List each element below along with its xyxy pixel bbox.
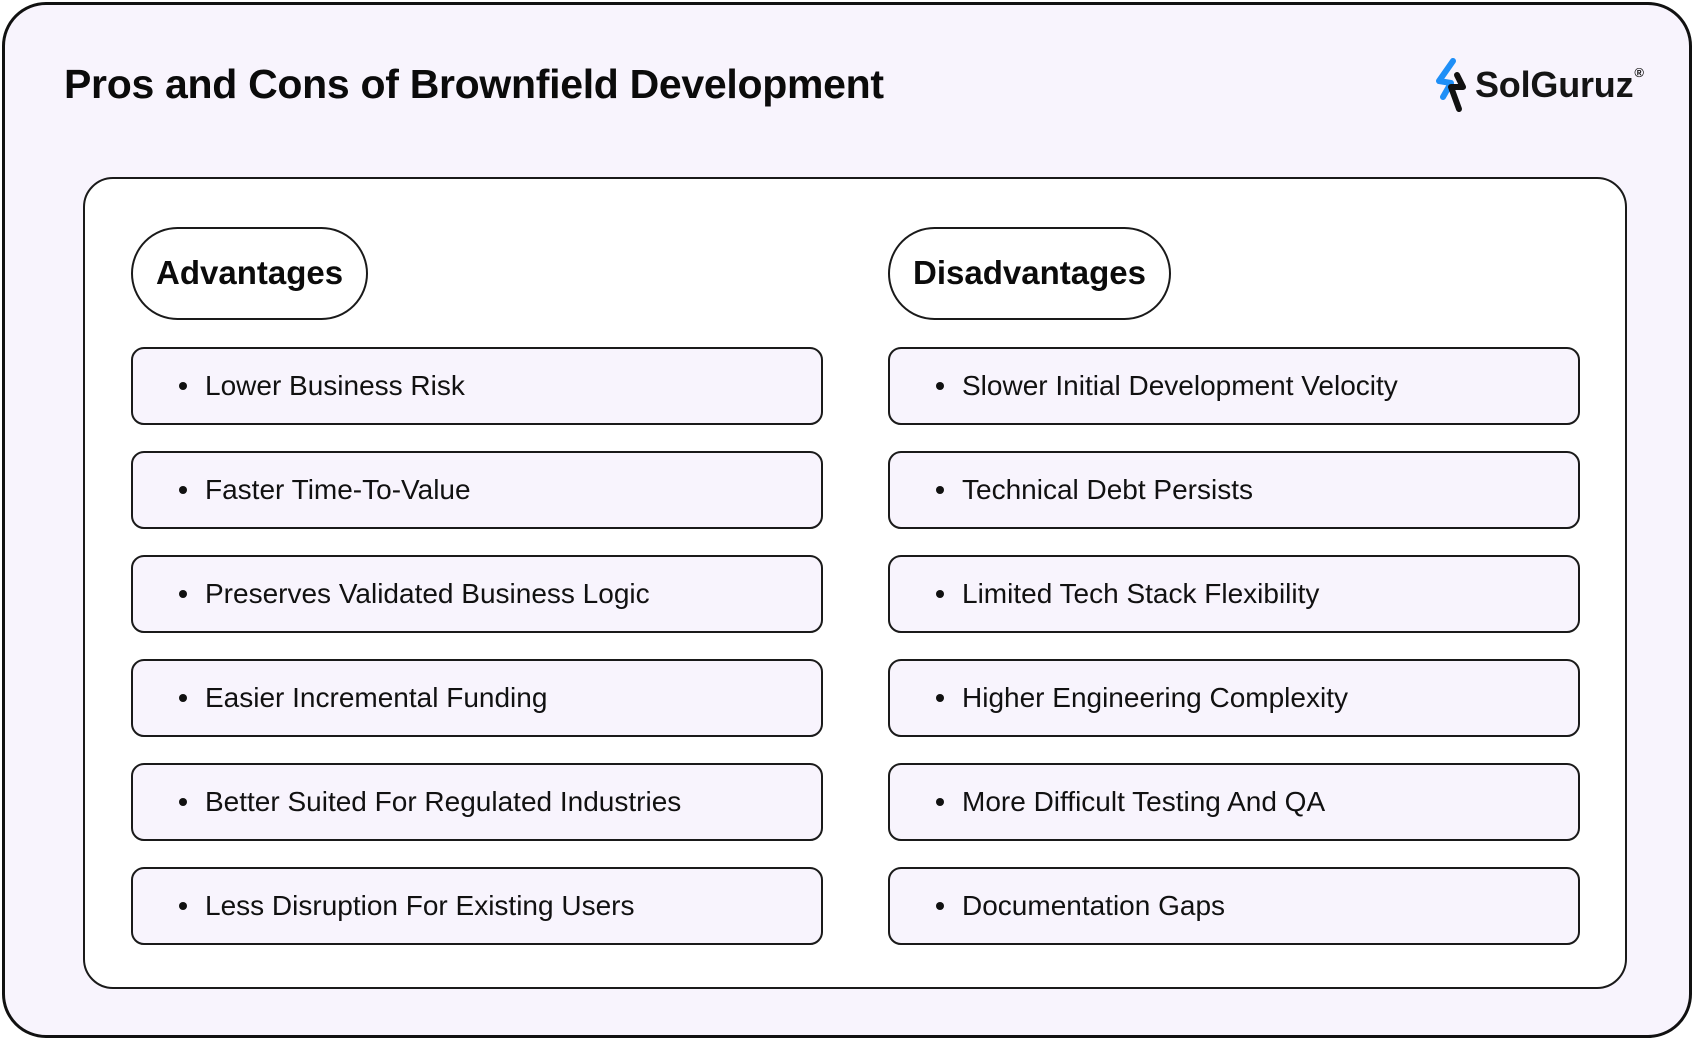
page-title: Pros and Cons of Brownfield Development [64, 61, 884, 107]
disadvantage-label: More Difficult Testing And QA [962, 786, 1326, 817]
disadvantage-item: Higher Engineering Complexity [888, 659, 1580, 737]
disadvantage-label: Higher Engineering Complexity [962, 682, 1348, 713]
disadvantage-label: Slower Initial Development Velocity [962, 370, 1398, 401]
registered-mark: ® [1634, 65, 1644, 80]
advantage-label: Preserves Validated Business Logic [205, 578, 650, 609]
advantage-label: Better Suited For Regulated Industries [205, 786, 682, 817]
disadvantage-item: More Difficult Testing And QA [888, 763, 1580, 841]
bullet-dot [936, 590, 944, 598]
bullet-dot [179, 902, 187, 910]
advantage-label: Faster Time-To-Value [205, 474, 471, 505]
disadvantage-item: Slower Initial Development Velocity [888, 347, 1580, 425]
advantage-item: Lower Business Risk [131, 347, 823, 425]
advantage-label: Less Disruption For Existing Users [205, 890, 635, 921]
advantage-item: Easier Incremental Funding [131, 659, 823, 737]
advantages-column: Advantages Lower Business Risk Faster Ti… [131, 227, 823, 971]
advantage-item: Better Suited For Regulated Industries [131, 763, 823, 841]
advantage-item: Faster Time-To-Value [131, 451, 823, 529]
disadvantage-item: Documentation Gaps [888, 867, 1580, 945]
advantages-list: Lower Business Risk Faster Time-To-Value… [131, 347, 823, 945]
disadvantage-item: Limited Tech Stack Flexibility [888, 555, 1580, 633]
disadvantage-item: Technical Debt Persists [888, 451, 1580, 529]
advantage-label: Easier Incremental Funding [205, 682, 548, 713]
bullet-dot [936, 382, 944, 390]
disadvantage-label: Documentation Gaps [962, 890, 1226, 921]
bullet-dot [179, 382, 187, 390]
bullet-dot [179, 694, 187, 702]
disadvantages-heading: Disadvantages [888, 227, 1171, 320]
bullet-dot [179, 486, 187, 494]
bullet-dot [179, 590, 187, 598]
solguruz-logo: SolGuruz ® [1431, 55, 1644, 115]
disadvantage-label: Technical Debt Persists [962, 474, 1254, 505]
advantages-heading: Advantages [131, 227, 369, 320]
disadvantages-column: Disadvantages Slower Initial Development… [888, 227, 1580, 971]
bullet-dot [936, 798, 944, 806]
disadvantages-list: Slower Initial Development Velocity Tech… [888, 347, 1580, 945]
bullet-dot [936, 486, 944, 494]
bullet-dot [936, 902, 944, 910]
advantage-label: Lower Business Risk [205, 370, 465, 401]
advantage-item: Less Disruption For Existing Users [131, 867, 823, 945]
bullet-dot [936, 694, 944, 702]
solguruz-logo-icon [1436, 58, 1466, 112]
bullet-dot [179, 798, 187, 806]
logo-wordmark: SolGuruz [1475, 64, 1634, 105]
comparison-panel: Advantages Lower Business Risk Faster Ti… [83, 177, 1627, 989]
disadvantage-label: Limited Tech Stack Flexibility [962, 578, 1320, 609]
advantage-item: Preserves Validated Business Logic [131, 555, 823, 633]
